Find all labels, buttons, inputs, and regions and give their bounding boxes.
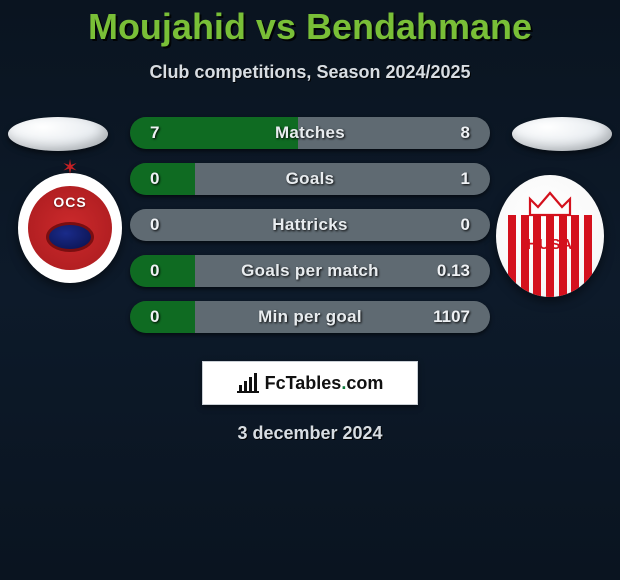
page-title: Moujahid vs Bendahmane bbox=[0, 0, 620, 48]
crown-icon bbox=[526, 189, 574, 219]
stats-area: ✶ OCS HUSA 78Matches 01Goals 00Hattricks 00… bbox=[0, 117, 620, 337]
stat-label: Min per goal bbox=[130, 301, 490, 333]
stat-bar: 01Goals bbox=[130, 163, 490, 195]
rugby-ball-icon bbox=[46, 222, 94, 252]
player-left-silhouette bbox=[8, 117, 108, 151]
source-logo: FcTables.com bbox=[202, 361, 418, 405]
brand-tld: com bbox=[346, 373, 383, 393]
stat-bar: 78Matches bbox=[130, 117, 490, 149]
stat-bar: 01107Min per goal bbox=[130, 301, 490, 333]
brand-text: FcTables bbox=[265, 373, 342, 393]
stat-label: Hattricks bbox=[130, 209, 490, 241]
stat-label: Goals per match bbox=[130, 255, 490, 287]
stat-bar: 00Hattricks bbox=[130, 209, 490, 241]
team-left-badge: ✶ OCS bbox=[18, 173, 122, 283]
subtitle: Club competitions, Season 2024/2025 bbox=[0, 62, 620, 83]
bar-chart-icon bbox=[237, 373, 259, 393]
stat-bars: 78Matches 01Goals 00Hattricks 00.13Goals pe… bbox=[130, 117, 490, 333]
team-right-badge: HUSA bbox=[496, 175, 604, 297]
stat-bar: 00.13Goals per match bbox=[130, 255, 490, 287]
star-icon: ✶ bbox=[62, 155, 79, 180]
player-right-silhouette bbox=[512, 117, 612, 151]
comparison-card: Moujahid vs Bendahmane Club competitions… bbox=[0, 0, 620, 580]
team-right-abbr: HUSA bbox=[496, 236, 604, 253]
team-left-abbr: OCS bbox=[28, 194, 112, 210]
stat-label: Matches bbox=[130, 117, 490, 149]
snapshot-date: 3 december 2024 bbox=[0, 423, 620, 444]
stat-label: Goals bbox=[130, 163, 490, 195]
brand-name: FcTables.com bbox=[265, 373, 384, 394]
